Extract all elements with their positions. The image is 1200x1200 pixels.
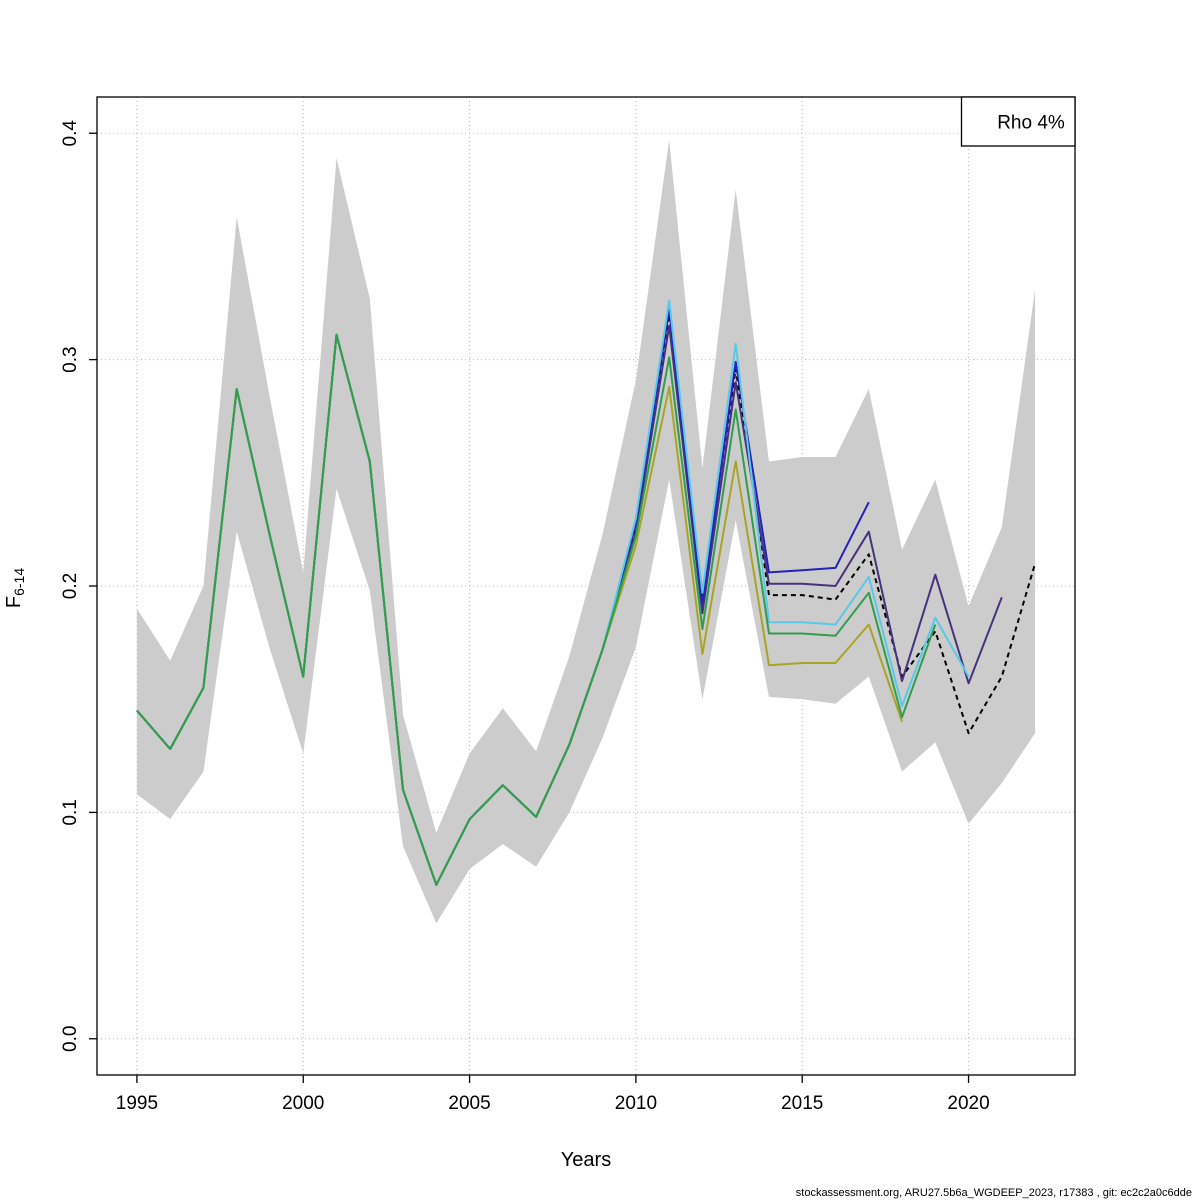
legend: Rho 4%: [960, 96, 1076, 147]
y-axis-title-subscript: 6-14: [11, 568, 27, 596]
y-tick-label: 0.0: [60, 1026, 81, 1052]
legend-label: Rho 4%: [997, 113, 1065, 134]
y-tick-label: 0.3: [60, 346, 81, 372]
y-axis-title: F6-14: [3, 568, 27, 608]
y-axis-title-base: F: [3, 596, 25, 608]
y-tick-label: 0.4: [60, 120, 81, 147]
legend-box: [960, 96, 1076, 147]
confidence-band: [136, 140, 1036, 924]
x-tick-label: 2020: [947, 1093, 989, 1114]
plot-area: 1995 2000 2005 2010 2015 2020 0.0 0.1 0.2 0.3 0.4: [60, 96, 1076, 1114]
x-tick-label: 2015: [781, 1093, 823, 1114]
y-tick-label: 0.1: [60, 799, 81, 825]
x-tick-label: 2005: [448, 1093, 490, 1114]
x-tick-label: 1995: [116, 1093, 158, 1114]
x-tick-label: 2010: [615, 1093, 657, 1114]
x-tick-label: 2000: [282, 1093, 324, 1114]
series-peel-2019: [136, 333, 937, 886]
x-axis-title: Years: [561, 1149, 611, 1171]
svg-text:F6-14: F6-14: [3, 568, 27, 608]
footer-credit: stockassessment.org, ARU27.5b6a_WGDEEP_2…: [796, 1187, 1192, 1199]
y-tick-label: 0.2: [60, 573, 81, 599]
